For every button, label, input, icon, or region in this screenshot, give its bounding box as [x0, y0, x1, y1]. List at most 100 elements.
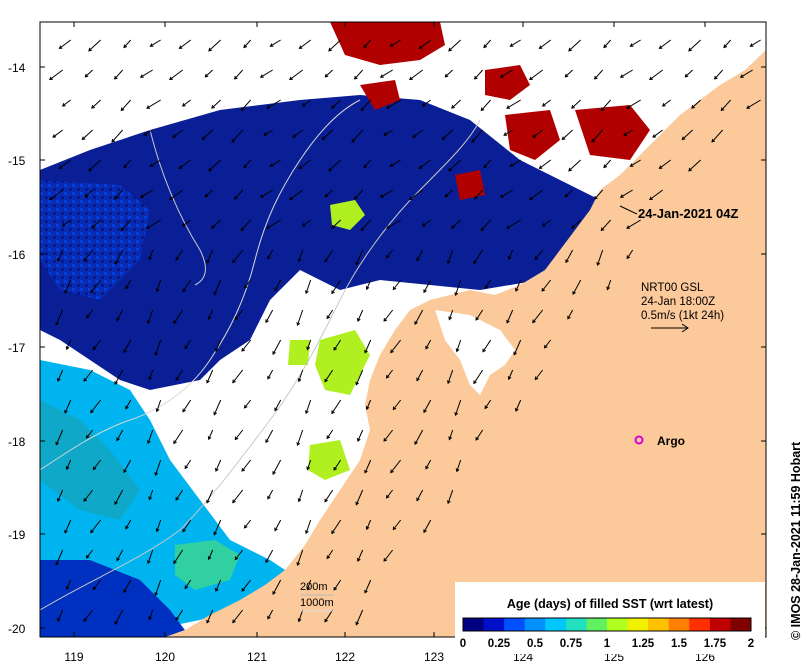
current-arrowhead-icon — [146, 225, 150, 229]
current-arrow-icon — [184, 579, 192, 589]
depth-label-200m: 200m — [300, 581, 328, 593]
current-arrowhead-icon — [306, 586, 311, 591]
current-arrow-icon — [649, 69, 663, 81]
current-arrow-icon — [215, 579, 222, 592]
current-arrowhead-icon — [661, 103, 666, 107]
current-arrow-icon — [662, 99, 671, 107]
current-arrowhead-icon — [455, 468, 460, 473]
current-arrow-icon — [603, 39, 612, 48]
current-arrowhead-icon — [386, 105, 390, 109]
bathymetry-contour-1000m — [40, 99, 361, 471]
current-arrow-icon — [324, 369, 334, 382]
current-arrowhead-icon — [331, 225, 335, 229]
current-arrow-icon — [711, 129, 724, 143]
current-arrow-icon — [57, 489, 64, 502]
current-arrow-icon — [206, 369, 214, 383]
current-arrow-icon — [321, 129, 334, 140]
current-arrow-icon — [532, 309, 544, 323]
current-arrowhead-icon — [509, 43, 514, 47]
current-arrow-icon — [324, 609, 334, 622]
current-arrow-icon — [532, 129, 543, 138]
current-arrowhead-icon — [600, 227, 605, 232]
current-arrow-icon — [57, 369, 64, 382]
sst-patch-oldest-3 — [505, 110, 560, 160]
legend-tick-label: 1.5 — [671, 638, 688, 650]
depth-label-1000m: 1000m — [300, 597, 334, 609]
current-arrowhead-icon — [603, 44, 608, 49]
current-arrow-icon — [355, 249, 364, 265]
current-arrow-icon — [232, 609, 244, 623]
current-arrow-icon — [448, 39, 462, 52]
current-arrow-icon — [265, 309, 274, 323]
current-arrow-icon — [597, 249, 604, 266]
current-arrow-icon — [448, 159, 462, 172]
current-arrowhead-icon — [324, 498, 328, 503]
current-arrow-icon — [600, 99, 612, 111]
current-arrow-icon — [211, 99, 222, 109]
current-arrowhead-icon — [272, 351, 276, 355]
current-arrow-icon — [331, 399, 342, 414]
current-arrowhead-icon — [473, 260, 477, 265]
current-arrow-icon — [272, 339, 282, 355]
current-arrowhead-icon — [91, 225, 95, 229]
current-arrowhead-icon — [234, 556, 239, 561]
current-arrowhead-icon — [333, 586, 338, 591]
current-arrowhead-icon — [175, 376, 180, 381]
current-arrowhead-icon — [213, 531, 217, 536]
current-arrow-icon — [594, 69, 604, 80]
current-arrowhead-icon — [234, 75, 238, 80]
current-arrow-icon — [419, 39, 431, 49]
current-arrow-icon — [386, 369, 394, 379]
current-arrow-icon — [123, 159, 132, 168]
sst-patch-old-3 — [288, 340, 310, 365]
current-source-label: NRT00 GSL — [641, 282, 704, 294]
current-arrowhead-icon — [305, 290, 309, 295]
current-arrowhead-icon — [265, 439, 269, 444]
current-arrowhead-icon — [147, 440, 151, 445]
current-arrowhead-icon — [206, 619, 210, 624]
current-arrowhead-icon — [351, 138, 356, 143]
current-arrowhead-icon — [681, 136, 686, 141]
current-arrow-icon — [260, 69, 273, 78]
current-arrowhead-icon — [114, 261, 118, 265]
current-arrow-icon — [208, 309, 214, 320]
current-arrowhead-icon — [241, 468, 246, 472]
current-arrow-icon — [150, 159, 161, 167]
current-arrow-icon — [474, 189, 484, 200]
current-arrowhead-icon — [385, 494, 390, 499]
current-arrow-icon — [92, 579, 102, 590]
current-arrowhead-icon — [83, 378, 88, 382]
current-arrowhead-icon — [83, 498, 88, 502]
current-arrowhead-icon — [746, 105, 750, 109]
current-arrow-icon — [591, 129, 604, 143]
current-arrow-icon — [423, 519, 432, 533]
current-arrowhead-icon — [154, 352, 159, 357]
current-arrowhead-icon — [421, 103, 426, 107]
current-arrowhead-icon — [658, 45, 663, 49]
current-arrow-icon — [184, 339, 192, 349]
current-arrow-icon — [539, 39, 551, 49]
current-arrowhead-icon — [423, 289, 427, 294]
current-arrow-icon — [451, 219, 462, 229]
current-arrow-icon — [409, 189, 423, 201]
current-arrow-icon — [182, 99, 191, 107]
current-arrow-icon — [444, 189, 454, 198]
current-arrowhead-icon — [365, 286, 370, 291]
current-arrow-icon — [267, 489, 274, 500]
current-arrowhead-icon — [480, 107, 485, 112]
current-arrow-icon — [274, 519, 282, 531]
legend-tick-label: 0.75 — [560, 638, 583, 650]
current-arrow-icon — [169, 69, 183, 81]
current-arrowhead-icon — [269, 163, 274, 167]
current-arrow-icon — [503, 129, 513, 136]
current-arrow-icon — [175, 249, 184, 261]
current-arrowhead-icon — [184, 345, 189, 350]
current-arrowhead-icon — [389, 43, 394, 47]
current-arrow-icon — [274, 279, 282, 291]
current-arrow-icon — [500, 69, 513, 78]
current-arrowhead-icon — [52, 134, 57, 138]
current-arrowhead-icon — [534, 256, 539, 261]
current-arrowhead-icon — [85, 314, 90, 319]
current-arrow-icon — [386, 219, 401, 229]
current-arrowhead-icon — [120, 107, 125, 112]
